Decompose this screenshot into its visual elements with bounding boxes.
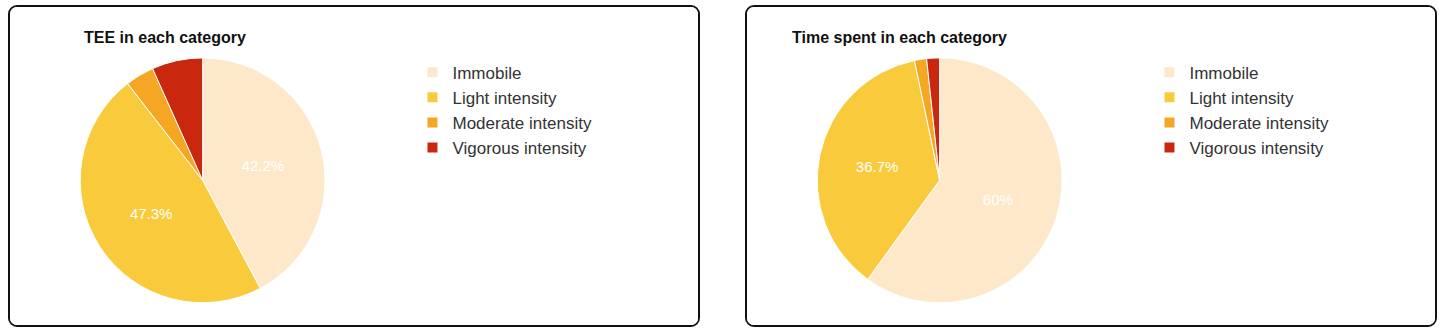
svg-text:36.7%: 36.7%	[856, 158, 899, 175]
svg-text:Light intensity: Light intensity	[452, 89, 556, 108]
svg-text:TEE in each category: TEE in each category	[84, 29, 246, 46]
svg-text:Immobile: Immobile	[1189, 64, 1258, 83]
svg-text:Immobile: Immobile	[452, 64, 521, 83]
svg-text:60%: 60%	[983, 191, 1013, 208]
svg-text:47.3%: 47.3%	[130, 205, 173, 222]
svg-text:42.2%: 42.2%	[242, 157, 285, 174]
svg-text:Vigorous intensity: Vigorous intensity	[1189, 139, 1323, 158]
svg-text:Vigorous intensity: Vigorous intensity	[452, 139, 586, 158]
svg-text:Time spent in each category: Time spent in each category	[792, 29, 1007, 46]
svg-text:Moderate intensity: Moderate intensity	[1189, 114, 1328, 133]
svg-text:Light intensity: Light intensity	[1189, 89, 1293, 108]
svg-text:Moderate intensity: Moderate intensity	[452, 114, 591, 133]
